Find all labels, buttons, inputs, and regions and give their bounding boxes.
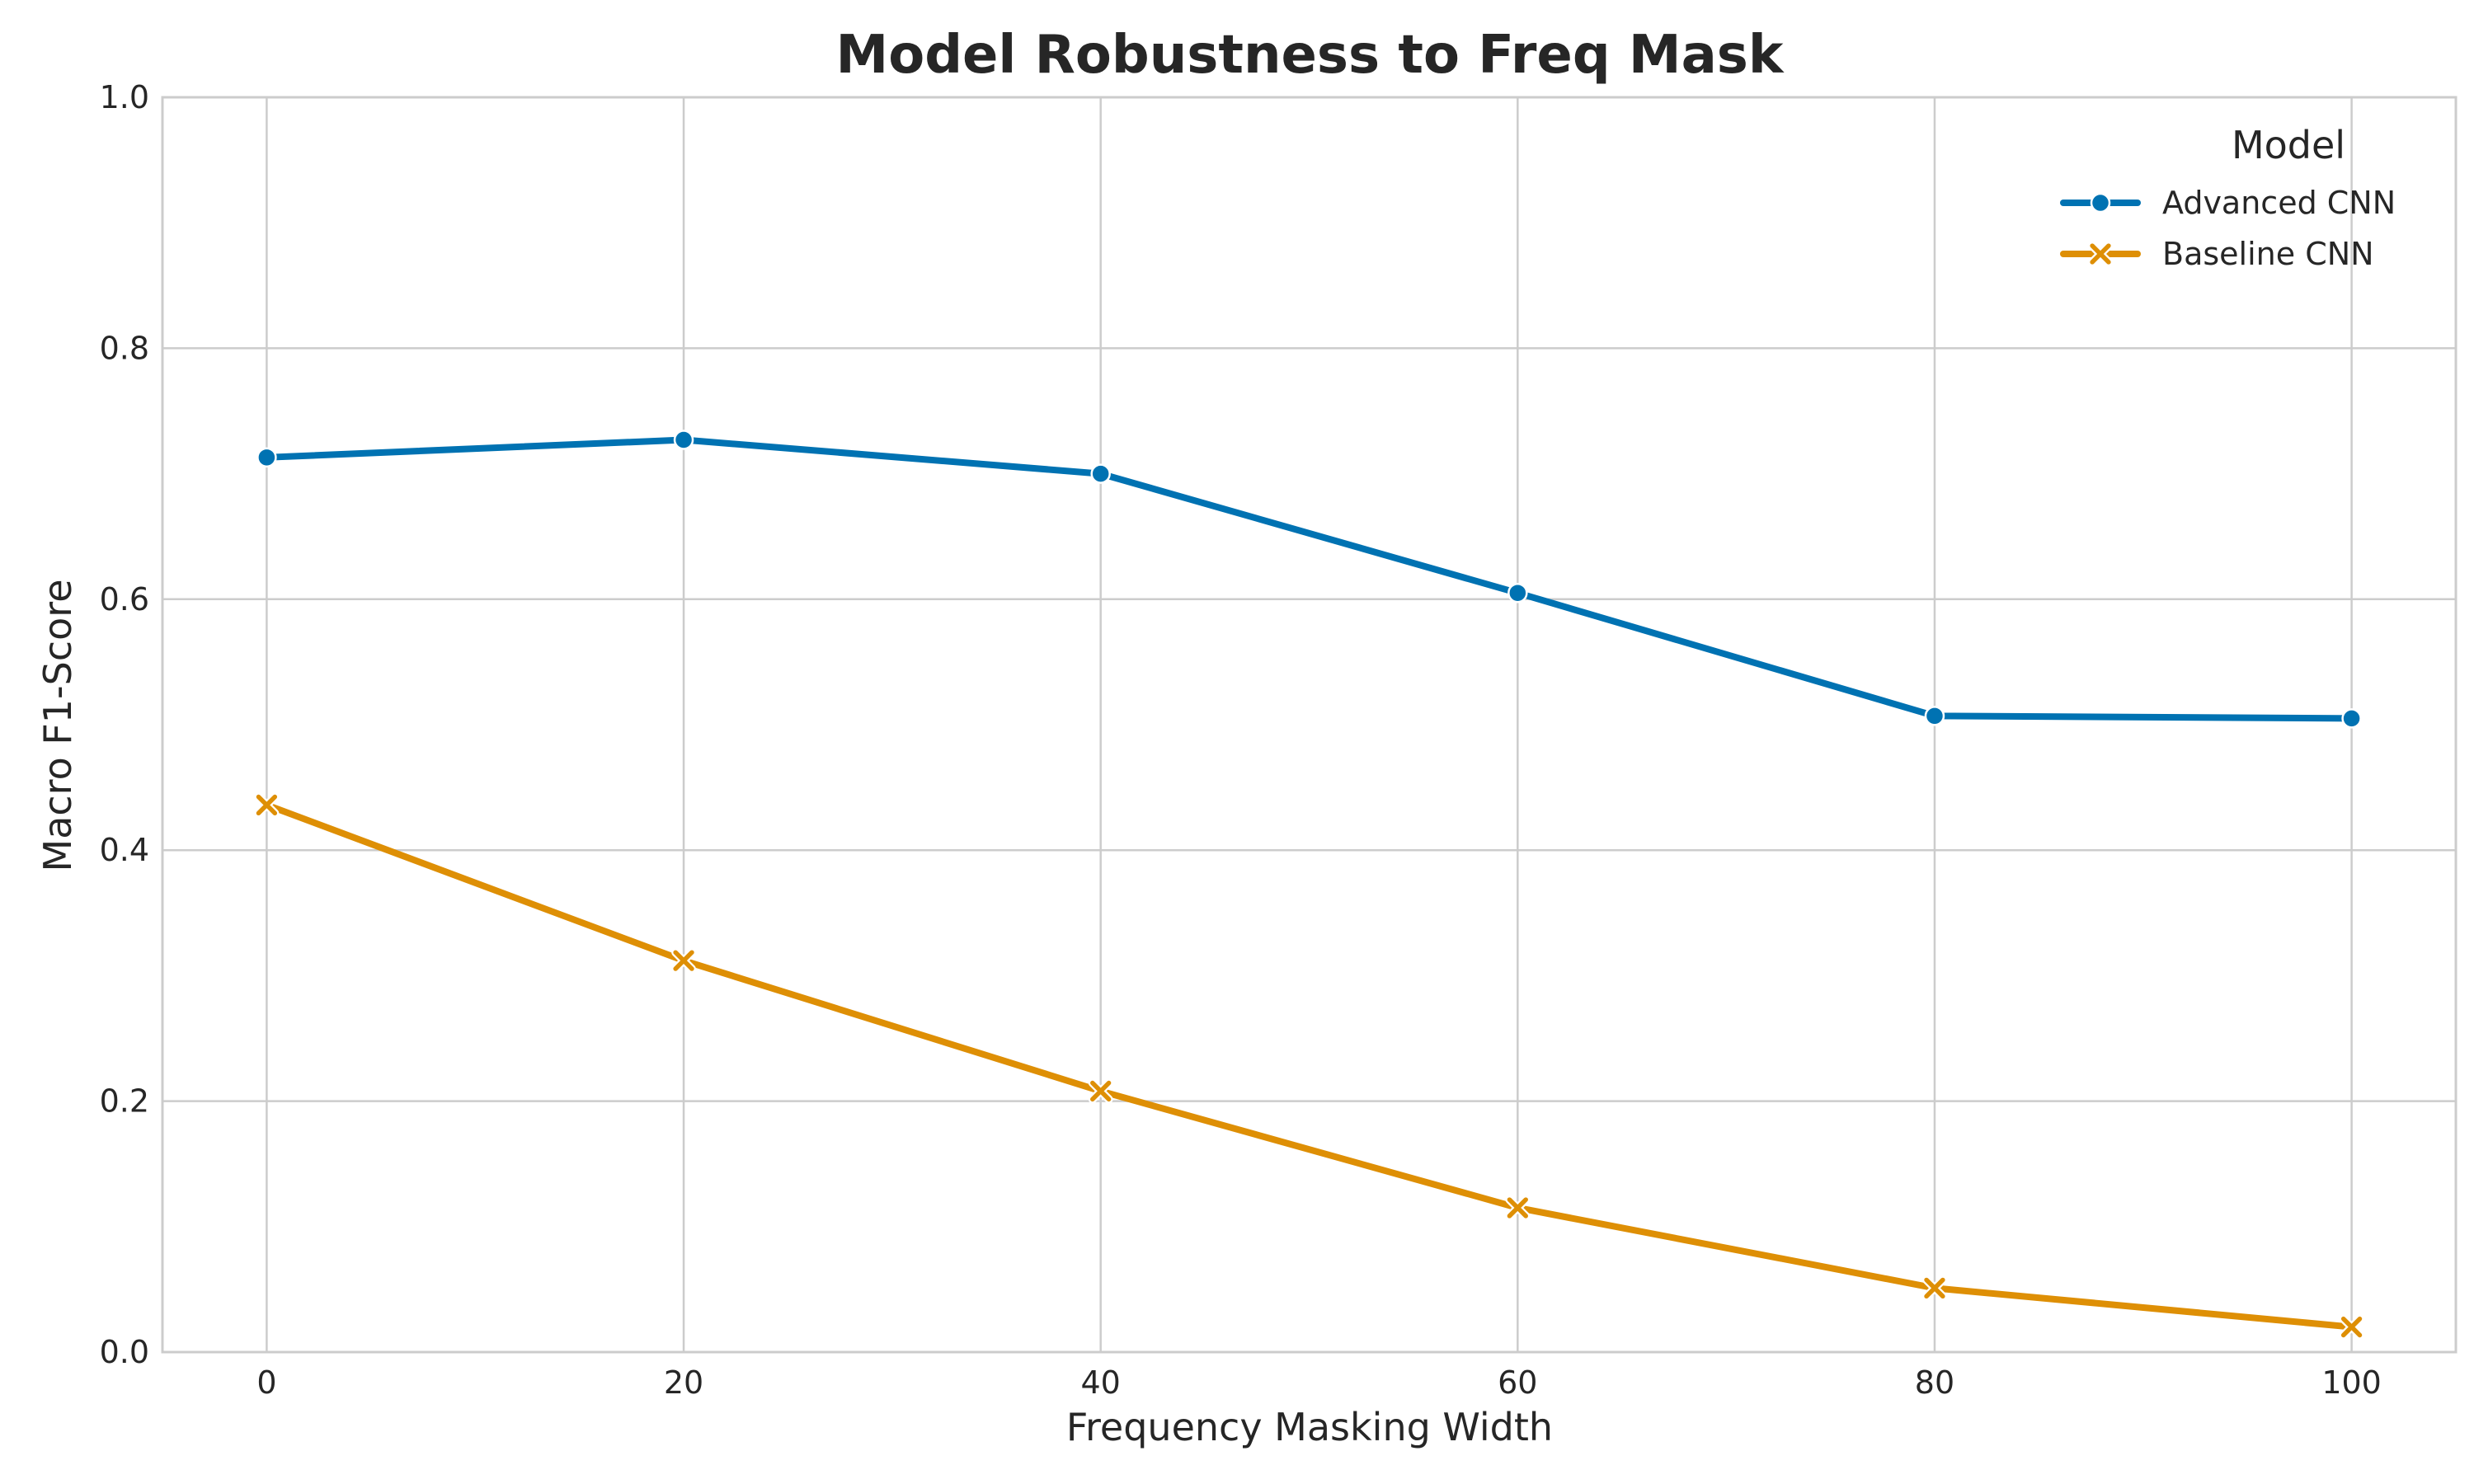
data-point bbox=[2339, 1314, 2364, 1340]
series-line bbox=[263, 801, 2355, 1331]
legend-title: Model bbox=[2232, 123, 2345, 167]
legend-label: Advanced CNN bbox=[2162, 185, 2396, 221]
data-point bbox=[1922, 1275, 1947, 1301]
y-tick-label: 0.6 bbox=[100, 581, 149, 618]
legend-marker bbox=[2088, 242, 2113, 266]
y-tick-label: 1.0 bbox=[100, 79, 149, 115]
legend-item: Advanced CNN bbox=[2060, 185, 2396, 221]
legend: Model Advanced CNN Baseline CNN bbox=[2060, 123, 2396, 272]
legend-items: Advanced CNN Baseline CNN bbox=[2060, 185, 2396, 272]
legend-marker bbox=[2090, 192, 2111, 214]
y-tick-label: 0.0 bbox=[100, 1334, 149, 1370]
data-point bbox=[256, 447, 277, 468]
y-tick-label: 0.4 bbox=[100, 832, 149, 868]
x-tick-label: 40 bbox=[1081, 1364, 1121, 1401]
legend-label: Baseline CNN bbox=[2162, 236, 2374, 272]
data-point bbox=[254, 792, 280, 818]
legend-item: Baseline CNN bbox=[2060, 236, 2374, 272]
x-tick-label: 80 bbox=[1915, 1364, 1954, 1401]
data-point bbox=[1924, 706, 1945, 726]
chart-title: Model Robustness to Freq Mask bbox=[836, 25, 1785, 86]
data-point bbox=[1507, 582, 1528, 603]
plot-frame bbox=[161, 96, 2458, 1354]
x-tick-label: 60 bbox=[1498, 1364, 1537, 1401]
data-point bbox=[1090, 463, 1111, 484]
y-axis-title: Macro F1-Score bbox=[35, 580, 80, 872]
series-advanced-cnn bbox=[256, 430, 2362, 729]
data-point bbox=[673, 430, 694, 450]
x-tick-label: 20 bbox=[664, 1364, 703, 1401]
data-point bbox=[2341, 708, 2362, 729]
data-point bbox=[1505, 1195, 1531, 1220]
series-baseline-cnn bbox=[254, 792, 2364, 1340]
series-line bbox=[263, 436, 2355, 722]
axes: 0 20 40 60 80 100 0.0 0.2 0.4 0.6 0.8 1.0 bbox=[100, 79, 2458, 1401]
data-point bbox=[671, 948, 696, 974]
series-layer bbox=[254, 430, 2364, 1340]
x-tick-label: 0 bbox=[256, 1364, 276, 1401]
data-point bbox=[1088, 1078, 1113, 1104]
y-tick-label: 0.8 bbox=[100, 330, 149, 366]
y-tick-label: 0.2 bbox=[100, 1083, 149, 1120]
x-axis-title: Frequency Masking Width bbox=[1066, 1405, 1553, 1449]
x-tick-label: 100 bbox=[2321, 1364, 2382, 1401]
